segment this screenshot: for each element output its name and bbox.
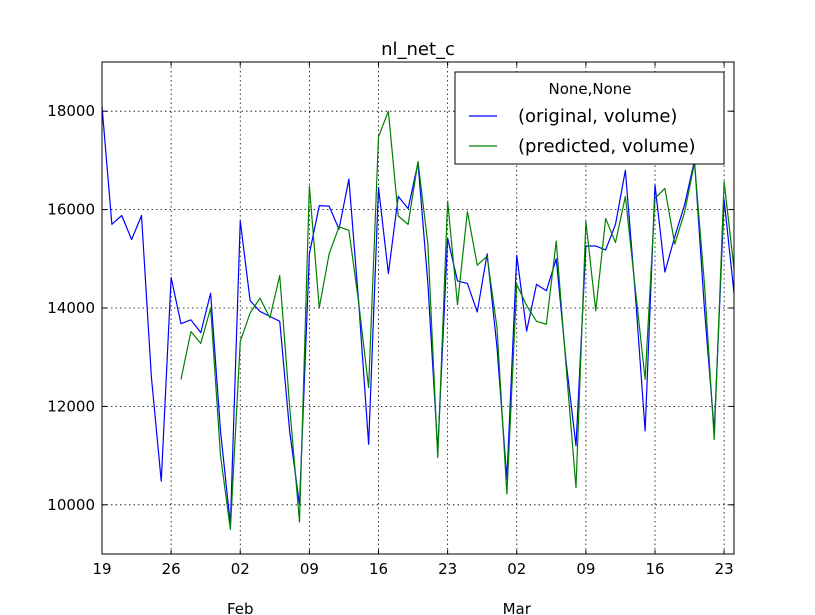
y-tick-label: 16000 <box>47 201 95 219</box>
x-tick-label: 26 <box>162 560 181 578</box>
x-month-label: Mar <box>503 600 532 615</box>
x-tick-label: 16 <box>369 560 388 578</box>
series-line-predicted <box>180 110 735 531</box>
y-tick-label: 14000 <box>47 299 95 317</box>
legend-label-predicted: (predicted, volume) <box>518 136 696 157</box>
series-line-original <box>101 106 735 526</box>
x-tick-label: 09 <box>576 560 595 578</box>
x-tick-label: 23 <box>715 560 734 578</box>
x-tick-label: 19 <box>92 560 111 578</box>
plot-frame <box>101 61 735 555</box>
legend-box <box>454 71 725 165</box>
legend-title: None,None <box>548 80 631 98</box>
legend-label-original: (original, volume) <box>518 106 677 127</box>
series-lines <box>101 106 735 531</box>
x-month-label: Feb <box>227 600 254 615</box>
y-tick-label: 10000 <box>47 496 95 514</box>
x-tick-label: 09 <box>300 560 319 578</box>
axis-ticks <box>101 62 734 554</box>
y-tick-labels: 10000 12000 14000 16000 18000 <box>47 102 95 514</box>
x-tick-label: 23 <box>438 560 457 578</box>
y-tick-label: 12000 <box>47 397 95 415</box>
x-tick-label: 02 <box>507 560 526 578</box>
x-tick-labels: 19 26 02 09 16 23 02 09 16 23 Feb Mar <box>92 560 733 615</box>
chart-title: nl_net_c <box>381 39 455 60</box>
x-tick-label: 16 <box>645 560 664 578</box>
legend: None,None (original, volume) (predicted,… <box>454 71 725 165</box>
y-tick-label: 18000 <box>47 102 95 120</box>
x-tick-label: 02 <box>231 560 250 578</box>
